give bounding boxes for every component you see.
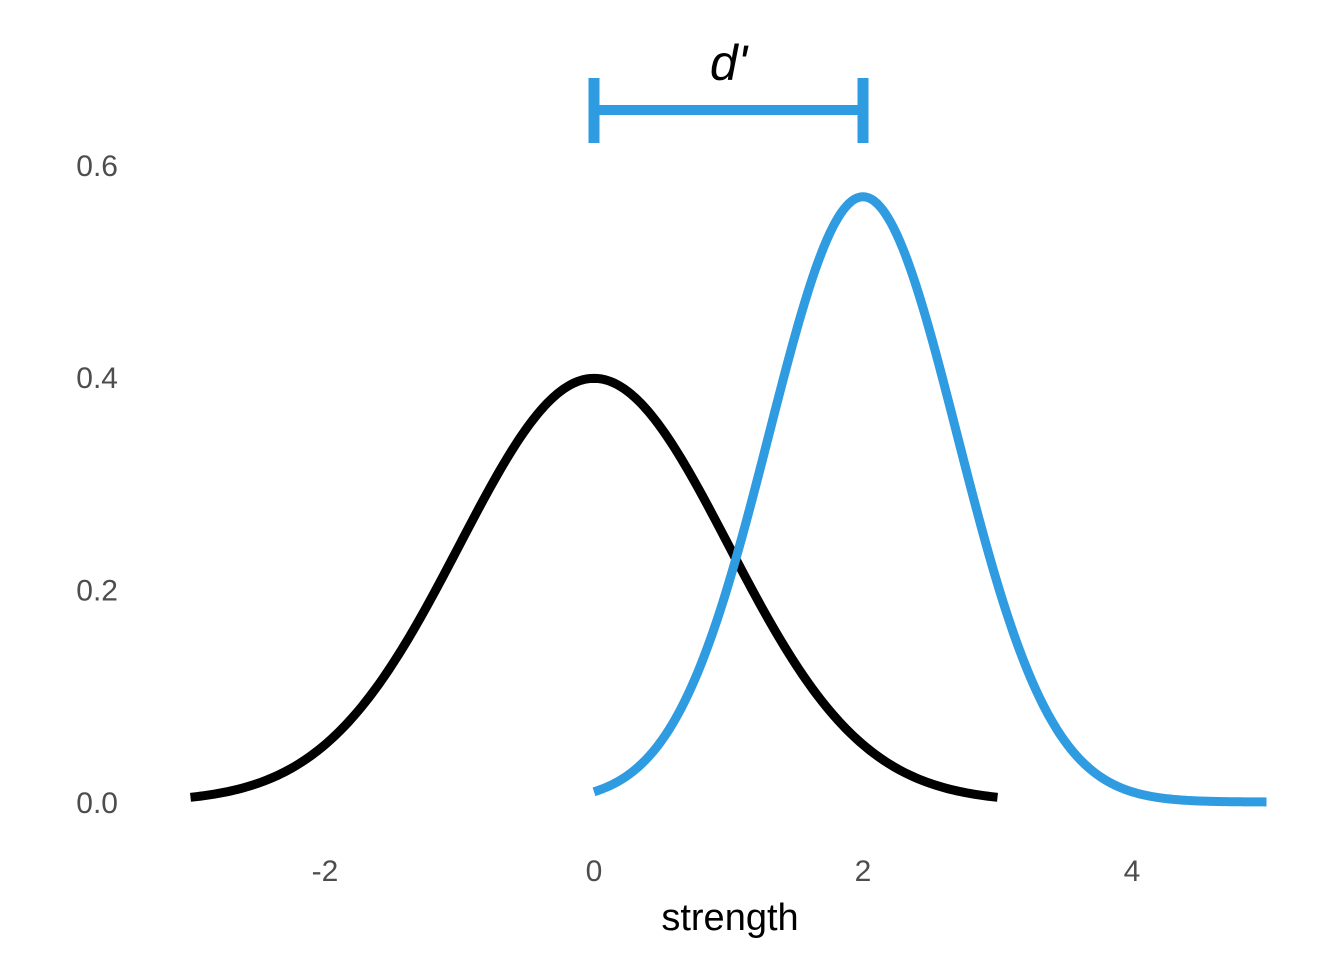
- y-tick-label: 0.6: [76, 150, 118, 183]
- x-tick-label: 4: [1124, 855, 1141, 888]
- d-prime-annotation: d': [588, 35, 869, 143]
- density-curve-1: [189, 373, 999, 802]
- density-curve-2: [592, 192, 1269, 807]
- x-tick-label: 2: [855, 855, 872, 888]
- y-tick-label: 0.4: [76, 362, 118, 395]
- x-axis-title: strength: [661, 897, 798, 939]
- d-prime-label: d': [710, 35, 749, 91]
- series-layer: [189, 192, 1269, 807]
- x-tick-label: 0: [586, 855, 603, 888]
- x-axis-ticks: -2 0 2 4: [312, 855, 1141, 888]
- x-tick-label: -2: [312, 855, 339, 888]
- y-tick-label: 0.0: [76, 787, 118, 820]
- y-tick-label: 0.2: [76, 575, 118, 608]
- y-axis-ticks: 0.0 0.2 0.4 0.6: [76, 150, 118, 820]
